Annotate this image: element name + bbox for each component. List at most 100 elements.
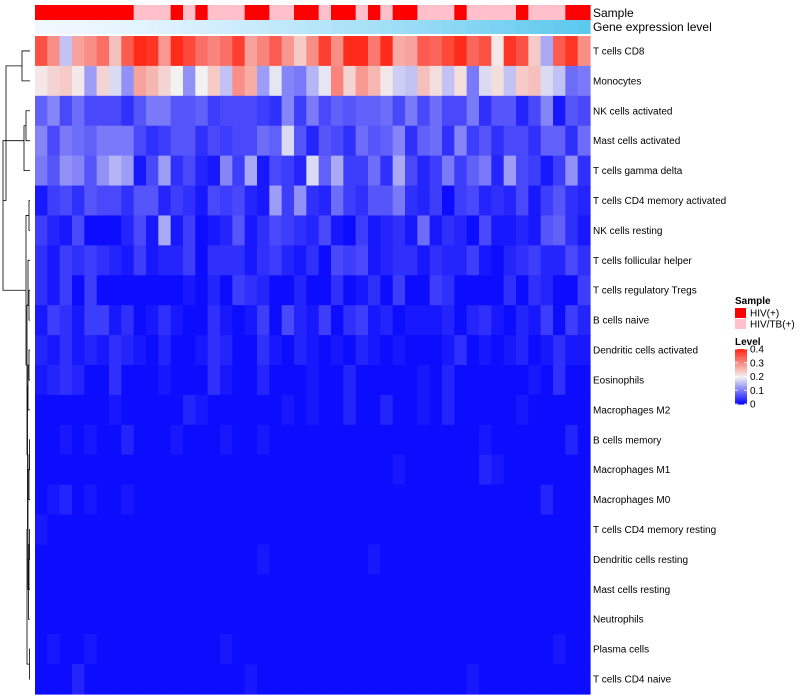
heatmap-cell <box>516 125 529 157</box>
sample-annotation-cell <box>281 5 295 20</box>
heatmap-cell <box>269 424 283 456</box>
heatmap-cell <box>59 305 73 336</box>
heatmap-cell <box>405 365 418 396</box>
heatmap-cell <box>442 215 455 246</box>
heatmap-cell <box>516 544 529 575</box>
heatmap-cell <box>553 125 566 157</box>
heatmap-cell <box>503 215 517 246</box>
heatmap-cell <box>195 424 209 456</box>
expression-annotation-cell <box>170 20 184 34</box>
heatmap-cell <box>355 394 369 426</box>
heatmap-cell <box>244 634 258 665</box>
heatmap-cell <box>109 245 122 276</box>
heatmap-cell <box>553 36 566 67</box>
heatmap-cell <box>318 604 332 635</box>
heatmap-cell <box>380 215 394 246</box>
heatmap-cell <box>195 215 209 246</box>
heatmap-cell <box>540 514 554 546</box>
expression-annotation-cell <box>121 20 135 34</box>
heatmap-cell <box>442 305 455 336</box>
heatmap-cell <box>244 215 258 246</box>
heatmap-cell <box>195 95 209 127</box>
level-colorbar-segment <box>735 395 747 398</box>
level-colorbar-segment <box>735 355 747 358</box>
heatmap-cell <box>35 544 48 575</box>
heatmap-cell <box>294 95 307 127</box>
heatmap-cell <box>331 215 344 246</box>
heatmap-cell <box>96 544 110 575</box>
heatmap-cell <box>491 604 505 635</box>
heatmap-cell <box>121 514 135 546</box>
heatmap-cell <box>417 155 431 187</box>
expression-annotation-cell <box>96 20 110 34</box>
heatmap-cell <box>528 394 542 426</box>
row-label: Macrophages M1 <box>593 465 671 476</box>
heatmap-cell <box>405 36 418 67</box>
heatmap-cell <box>207 305 221 336</box>
heatmap-cell <box>331 604 344 635</box>
expression-annotation-cell <box>244 20 258 34</box>
heatmap-cell <box>417 514 431 546</box>
heatmap-cell <box>244 125 258 157</box>
heatmap-cell <box>269 245 283 276</box>
dendrogram-branch <box>29 439 30 471</box>
heatmap-cell <box>72 215 85 246</box>
row-label: T cells CD4 naive <box>593 675 672 686</box>
heatmap-cell <box>158 394 172 426</box>
heatmap-cell <box>281 305 295 336</box>
sample-annotation-cell <box>429 5 443 20</box>
heatmap-cell <box>553 484 566 516</box>
heatmap-cell <box>429 664 443 695</box>
heatmap-cell <box>466 604 480 635</box>
heatmap-cell <box>109 544 122 575</box>
heatmap-cell <box>442 394 455 426</box>
heatmap-cell <box>133 484 147 516</box>
heatmap-cell <box>516 335 529 366</box>
heatmap-cell <box>355 245 369 276</box>
heatmap-cell <box>479 305 492 336</box>
heatmap-cell <box>281 544 295 575</box>
heatmap-cell <box>72 514 85 546</box>
heatmap-cell <box>109 305 122 336</box>
heatmap-cell <box>355 664 369 695</box>
heatmap-cell <box>503 394 517 426</box>
expression-annotation-cell <box>454 20 468 34</box>
heatmap-cell <box>392 664 406 695</box>
heatmap-cell <box>318 275 332 306</box>
expression-annotation-cell <box>47 20 61 34</box>
heatmap-cell <box>479 245 492 276</box>
level-colorbar-segment <box>735 387 747 390</box>
heatmap-cell <box>491 65 505 97</box>
heatmap-cell <box>257 36 270 67</box>
heatmap-cell <box>133 514 147 546</box>
heatmap-cell <box>133 125 147 157</box>
dendrogram-branch <box>28 544 30 590</box>
heatmap-cell <box>368 454 381 486</box>
heatmap-cell <box>109 604 122 635</box>
legend: Sample HIV(+)HIV/TB(+) Level 0.40.30.20.… <box>735 296 795 411</box>
heatmap-cell <box>491 664 505 695</box>
heatmap-cell <box>257 514 270 546</box>
heatmap-cell <box>158 514 172 546</box>
heatmap-cell <box>257 275 270 306</box>
heatmap-cell <box>35 185 48 217</box>
level-colorbar-segment <box>735 365 747 368</box>
heatmap-cell <box>318 394 332 426</box>
heatmap-cell <box>528 65 542 97</box>
level-tick-label: 0.2 <box>750 372 764 383</box>
heatmap-cell <box>417 36 431 67</box>
heatmap-cell <box>331 484 344 516</box>
heatmap-cell <box>269 185 283 217</box>
heatmap-cell <box>479 335 492 366</box>
heatmap-cell <box>281 65 295 97</box>
heatmap-cell <box>516 664 529 695</box>
heatmap-cell <box>170 95 184 127</box>
heatmap-cell <box>318 305 332 336</box>
level-colorbar-segment <box>735 384 747 387</box>
heatmap-cell <box>232 155 246 187</box>
sample-annotation-cell <box>405 5 418 20</box>
heatmap-cell <box>417 275 431 306</box>
heatmap-cell <box>491 95 505 127</box>
heatmap-cell <box>503 245 517 276</box>
heatmap-cell <box>281 664 295 695</box>
